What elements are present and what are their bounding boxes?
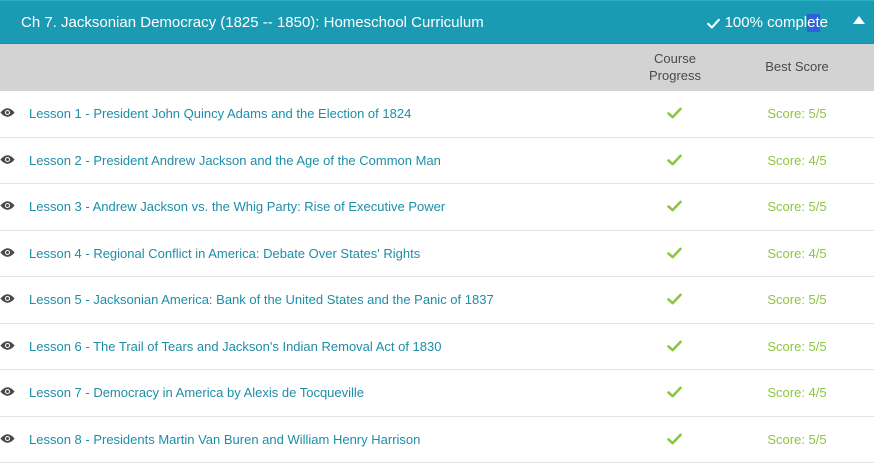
table-row: Lesson 4 - Regional Conflict in America:… — [0, 231, 874, 277]
score-value: Score: 4/5 — [767, 385, 827, 400]
score-value: Score: 5/5 — [767, 199, 827, 214]
checkmark-icon — [667, 247, 682, 258]
lesson-list: Lesson 1 - President John Quincy Adams a… — [0, 91, 874, 463]
completion-status: 100% compl et e — [706, 14, 828, 32]
course-progress-header-line1: Course — [654, 51, 696, 66]
score-value: Score: 4/5 — [767, 245, 827, 261]
lesson-link[interactable]: Lesson 7 - Democracy in America by Alexi… — [29, 385, 365, 400]
eye-icon[interactable] — [0, 200, 15, 211]
eye-icon[interactable] — [0, 247, 15, 258]
completion-text: 100% compl — [724, 14, 808, 31]
lesson-link[interactable]: Lesson 6 - The Trail of Tears and Jackso… — [29, 338, 442, 354]
lesson-link[interactable]: Lesson 4 - Regional Conflict in America:… — [29, 245, 421, 261]
checkmark-icon — [667, 200, 682, 212]
selected-text: et — [807, 14, 820, 32]
table-row: Lesson 3 - Andrew Jackson vs. the Whig P… — [0, 184, 874, 231]
lesson-link[interactable]: Lesson 1 - President John Quincy Adams a… — [29, 106, 412, 121]
best-score-header: Best Score — [765, 59, 829, 74]
column-header: Course Progress Best Score — [0, 44, 874, 91]
score-value: Score: 5/5 — [767, 431, 827, 447]
eye-icon[interactable] — [0, 293, 15, 304]
eye-icon[interactable] — [0, 107, 15, 118]
lesson-link[interactable]: Lesson 5 - Jacksonian America: Bank of t… — [29, 292, 494, 307]
lesson-link[interactable]: Lesson 2 - President Andrew Jackson and … — [29, 152, 441, 168]
checkmark-icon — [667, 340, 682, 351]
checkmark-icon — [667, 154, 682, 165]
table-row: Lesson 6 - The Trail of Tears and Jackso… — [0, 324, 874, 370]
completion-text-end: e — [819, 14, 828, 31]
course-progress-header: Course Progress — [630, 50, 720, 84]
eye-icon[interactable] — [0, 433, 15, 444]
eye-icon[interactable] — [0, 340, 15, 351]
course-progress-header-line2: Progress — [648, 68, 702, 83]
checkmark-icon — [667, 107, 682, 119]
checkmark-icon — [667, 433, 682, 444]
lesson-link[interactable]: Lesson 3 - Andrew Jackson vs. the Whig P… — [29, 199, 446, 214]
score-value: Score: 5/5 — [767, 338, 827, 354]
eye-icon[interactable] — [0, 386, 15, 397]
score-value: Score: 5/5 — [767, 106, 827, 121]
caret-up-icon[interactable] — [853, 16, 865, 24]
checkmark-icon — [706, 18, 720, 29]
table-row: Lesson 7 - Democracy in America by Alexi… — [0, 370, 874, 417]
score-value: Score: 4/5 — [767, 152, 827, 168]
checkmark-icon — [667, 293, 682, 305]
lesson-link[interactable]: Lesson 8 - Presidents Martin Van Buren a… — [29, 431, 421, 447]
table-row: Lesson 8 - Presidents Martin Van Buren a… — [0, 417, 874, 463]
chapter-header[interactable]: Ch 7. Jacksonian Democracy (1825 -- 1850… — [0, 0, 874, 44]
table-row: Lesson 2 - President Andrew Jackson and … — [0, 138, 874, 184]
checkmark-icon — [667, 386, 682, 398]
score-value: Score: 5/5 — [767, 292, 827, 307]
eye-icon[interactable] — [0, 154, 15, 165]
table-row: Lesson 5 - Jacksonian America: Bank of t… — [0, 277, 874, 324]
chapter-title: Ch 7. Jacksonian Democracy (1825 -- 1850… — [21, 14, 484, 31]
table-row: Lesson 1 - President John Quincy Adams a… — [0, 91, 874, 138]
